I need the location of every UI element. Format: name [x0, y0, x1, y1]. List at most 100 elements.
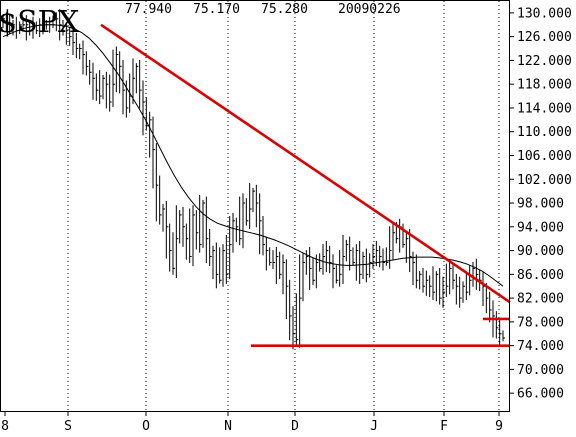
price-bar: [369, 253, 372, 278]
price-bar: [15, 16, 19, 39]
price-bar: [435, 271, 439, 302]
x-tick-label: D: [291, 419, 299, 434]
price-bar: [275, 246, 279, 284]
price-bar: [92, 62, 95, 100]
price-bar: [372, 244, 375, 269]
y-tick-label: 74.000: [517, 339, 564, 354]
price-bar: [45, 19, 49, 30]
plot-frame: [0, 0, 510, 412]
price-bar: [35, 21, 39, 34]
price-bar: [442, 276, 445, 308]
price-bar: [432, 266, 435, 301]
price-bar: [455, 273, 459, 305]
price-bar: [422, 267, 425, 293]
price-bar: [132, 58, 135, 105]
annotation-lines-layer: [100, 23, 511, 347]
price-bar: [115, 46, 119, 93]
price-bar: [385, 247, 389, 266]
price-bar: [232, 212, 235, 253]
price-bar: [329, 245, 332, 274]
price-bar: [402, 223, 405, 248]
price-bar: [182, 206, 185, 247]
y-tick-label: 70.000: [517, 363, 564, 378]
price-bar: [365, 248, 369, 283]
y-tick-label: 122.000: [517, 54, 572, 69]
price-bar: [215, 242, 219, 289]
price-bar: [49, 16, 52, 33]
price-bar: [205, 196, 209, 263]
price-bar: [89, 59, 92, 85]
price-bar: [129, 73, 132, 113]
price-bar: [425, 270, 429, 296]
price-bar: [322, 244, 325, 275]
price-bar: [262, 216, 265, 256]
price-bar: [189, 208, 192, 263]
price-bar: [145, 97, 149, 131]
price-bar: [469, 265, 472, 296]
price-bar: [339, 250, 342, 287]
price-bar: [499, 319, 502, 347]
price-bar: [32, 16, 35, 39]
price-bar: [95, 73, 99, 101]
price-bar: [452, 265, 455, 290]
price-bars-layer: [2, 9, 505, 350]
x-tick-label: J: [370, 419, 378, 434]
price-bar: [345, 239, 349, 262]
y-tick-label: 106.000: [517, 149, 572, 164]
price-bar: [139, 59, 142, 109]
price-bar: [459, 276, 462, 308]
price-bar: [152, 116, 155, 189]
price-bar: [62, 19, 65, 36]
price-bar: [475, 258, 479, 290]
price-bar: [249, 183, 252, 229]
price-bar: [209, 229, 212, 267]
price-bar: [39, 18, 42, 38]
price-bar: [222, 244, 225, 287]
price-bar: [429, 275, 432, 297]
gridlines: [67, 1, 500, 411]
price-bar: [82, 40, 85, 75]
x-tick-label: N: [224, 419, 232, 434]
price-bar: [352, 247, 355, 266]
header-date: 20090226: [338, 2, 401, 17]
price-bar: [279, 251, 282, 280]
y-tick-label: 94.000: [517, 220, 564, 235]
y-tick-label: 90.000: [517, 244, 564, 259]
header-value-2: 75.170: [193, 2, 240, 17]
price-bar: [342, 234, 345, 284]
x-tick-label: 9: [495, 419, 503, 434]
chart-title: $SPX: [0, 5, 80, 40]
y-axis: 130.000 126.000 122.000 118.000 114.000 110.0…: [509, 6, 572, 402]
price-bar: [382, 248, 385, 271]
price-bar: [55, 12, 59, 32]
price-bar: [299, 254, 302, 348]
price-bar: [479, 269, 482, 292]
y-tick-label: 66.000: [517, 387, 564, 402]
price-bar: [449, 260, 452, 295]
price-bar: [315, 254, 319, 289]
price-bar: [29, 19, 32, 36]
red-trendline: [100, 23, 511, 304]
price-bar: [349, 236, 352, 271]
price-bar: [22, 18, 25, 32]
price-bar: [305, 250, 309, 275]
price-bar: [359, 240, 362, 284]
y-tick-label: 98.000: [517, 197, 564, 212]
price-bar: [399, 218, 402, 253]
price-bar: [175, 205, 179, 279]
price-bar: [502, 330, 505, 342]
price-bar: [355, 244, 359, 281]
price-bar: [495, 311, 499, 339]
price-bar: [362, 251, 365, 280]
price-bar: [155, 143, 159, 222]
price-bar: [122, 59, 125, 115]
y-tick-label: 102.000: [517, 173, 572, 188]
price-bar: [239, 196, 242, 246]
price-bar: [199, 195, 202, 253]
x-tick-label: F: [440, 419, 448, 434]
price-bar: [149, 111, 152, 158]
price-bar: [379, 245, 382, 268]
price-bar: [332, 254, 335, 289]
x-tick-label: 8: [1, 419, 9, 434]
